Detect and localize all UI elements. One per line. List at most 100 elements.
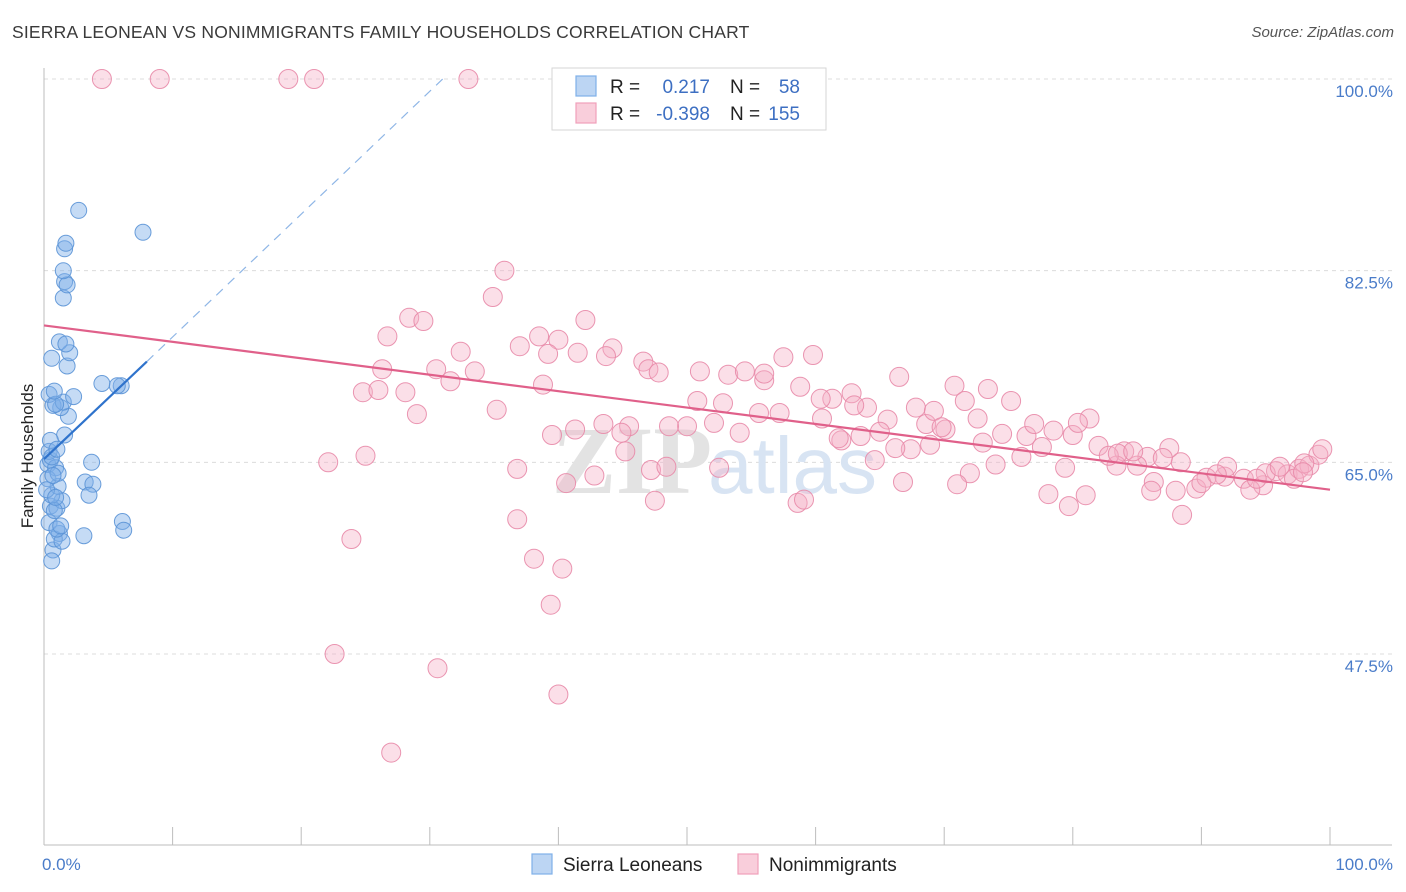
point-sierra-leonean-25: [50, 333, 68, 351]
point-nonimmigrant-72: [864, 450, 885, 471]
point-nonimmigrant-66: [944, 375, 965, 396]
point-nonimmigrant-23: [352, 382, 373, 403]
point-nonimmigrant-144: [1024, 414, 1045, 434]
x-tick-label-1: 100.0%: [1335, 855, 1393, 874]
watermark: ZIP atlas: [552, 407, 877, 514]
bottom-legend-label-2: Nonimmigrants: [769, 855, 897, 876]
grid-lines: [44, 78, 1392, 655]
point-sierra-leonean-32: [57, 234, 75, 252]
y-tick-label-3: 100.0%: [1335, 82, 1393, 101]
point-nonimmigrant-102: [1165, 480, 1186, 501]
point-nonimmigrant-14: [596, 346, 616, 367]
point-nonimmigrant-80: [1079, 408, 1100, 429]
point-sierra-leonean-38: [83, 453, 101, 471]
point-nonimmigrant-153: [1152, 448, 1173, 468]
point-nonimmigrant-73: [900, 439, 921, 460]
point-nonimmigrant-108: [1055, 457, 1076, 478]
legend-n-label-2: N =: [730, 104, 760, 125]
bottom-legend-label-1: Sierra Leoneans: [563, 855, 702, 876]
point-sierra-leonean-52: [47, 488, 65, 506]
point-sierra-leonean-31: [56, 240, 74, 258]
point-nonimmigrant-36: [556, 473, 577, 494]
series-sierra-leoneans: [38, 201, 152, 570]
point-nonimmigrant-26: [486, 399, 507, 420]
point-sierra-leonean-36: [84, 475, 102, 493]
point-nonimmigrant-17: [538, 343, 559, 364]
point-sierra-leonean-28: [56, 273, 74, 291]
point-nonimmigrant-70: [916, 414, 937, 434]
chart-source: Source: ZipAtlas.com: [1251, 24, 1394, 41]
point-sierra-leonean-57: [45, 382, 63, 400]
point-nonimmigrant-127: [619, 416, 640, 437]
point-nonimmigrant-131: [593, 414, 614, 434]
point-nonimmigrant-27: [406, 404, 427, 425]
point-nonimmigrant-126: [659, 416, 679, 437]
point-nonimmigrant-145: [972, 432, 993, 453]
point-nonimmigrant-63: [877, 409, 898, 430]
point-nonimmigrant-57: [713, 393, 733, 414]
point-nonimmigrant-116: [885, 438, 906, 459]
point-nonimmigrant-59: [822, 388, 843, 409]
point-nonimmigrant-32: [641, 460, 661, 480]
point-nonimmigrant-114: [947, 474, 968, 495]
point-nonimmigrant-16: [509, 336, 530, 357]
point-nonimmigrant-1: [149, 69, 170, 89]
series-nonimmigrants: [91, 69, 1333, 763]
point-nonimmigrant-76: [992, 423, 1013, 444]
point-nonimmigrant-132: [615, 441, 636, 462]
point-nonimmigrant-40: [540, 594, 561, 615]
point-nonimmigrant-10: [529, 326, 550, 347]
point-nonimmigrant-3: [304, 69, 325, 89]
point-sierra-leonean-22: [58, 357, 76, 375]
point-sierra-leonean-53: [52, 517, 70, 535]
point-nonimmigrant-8: [413, 311, 434, 331]
point-nonimmigrant-125: [677, 416, 697, 437]
point-nonimmigrant-135: [1058, 496, 1079, 517]
point-nonimmigrant-43: [427, 658, 448, 679]
legend-n-value-2: 155: [768, 104, 800, 125]
point-nonimmigrant-62: [857, 397, 877, 418]
point-nonimmigrant-151: [1067, 412, 1088, 433]
point-nonimmigrant-142: [1293, 462, 1313, 483]
point-nonimmigrant-137: [1172, 504, 1193, 525]
point-nonimmigrant-68: [954, 391, 975, 411]
point-sierra-leonean-21: [47, 395, 65, 413]
watermark-zip: ZIP: [552, 407, 712, 514]
point-nonimmigrant-9: [377, 326, 398, 347]
point-nonimmigrant-30: [507, 458, 528, 479]
point-sierra-leonean-2: [44, 541, 62, 559]
point-nonimmigrant-2: [278, 69, 299, 89]
y-tick-label-1: 65.0%: [1345, 465, 1393, 484]
point-nonimmigrant-133: [844, 395, 865, 416]
point-nonimmigrant-75: [967, 408, 988, 429]
legend-n-value-1: 58: [779, 77, 800, 98]
point-sierra-leonean-30: [54, 262, 72, 280]
point-nonimmigrant-69: [1001, 391, 1022, 411]
point-nonimmigrant-78: [1043, 420, 1064, 441]
point-nonimmigrant-15: [450, 341, 471, 362]
point-nonimmigrant-109: [1038, 484, 1059, 505]
point-nonimmigrant-19: [464, 361, 485, 382]
point-nonimmigrant-71: [923, 400, 944, 421]
point-nonimmigrant-0: [91, 69, 112, 89]
point-sierra-leonean-33: [70, 201, 88, 219]
point-nonimmigrant-118: [831, 430, 852, 451]
point-nonimmigrant-84: [1159, 438, 1180, 459]
point-nonimmigrant-51: [718, 364, 739, 385]
trend-line-sierra-leoneans-extension: [146, 78, 444, 363]
point-sierra-leonean-42: [75, 527, 93, 545]
point-nonimmigrant-58: [754, 363, 775, 384]
point-nonimmigrant-6: [482, 287, 503, 307]
point-nonimmigrant-148: [787, 492, 808, 513]
point-nonimmigrant-35: [656, 456, 677, 477]
point-sierra-leonean-55: [41, 431, 59, 449]
legend-box: R = 0.217 N = 58 R = -0.398 N = 155: [551, 67, 827, 131]
point-nonimmigrant-101: [1294, 453, 1315, 474]
point-nonimmigrant-29: [355, 445, 376, 466]
point-nonimmigrant-61: [841, 383, 862, 404]
point-nonimmigrant-152: [1123, 441, 1144, 462]
point-sierra-leonean-44: [115, 521, 133, 539]
point-nonimmigrant-34: [644, 490, 665, 511]
point-sierra-leonean-34: [134, 223, 152, 241]
